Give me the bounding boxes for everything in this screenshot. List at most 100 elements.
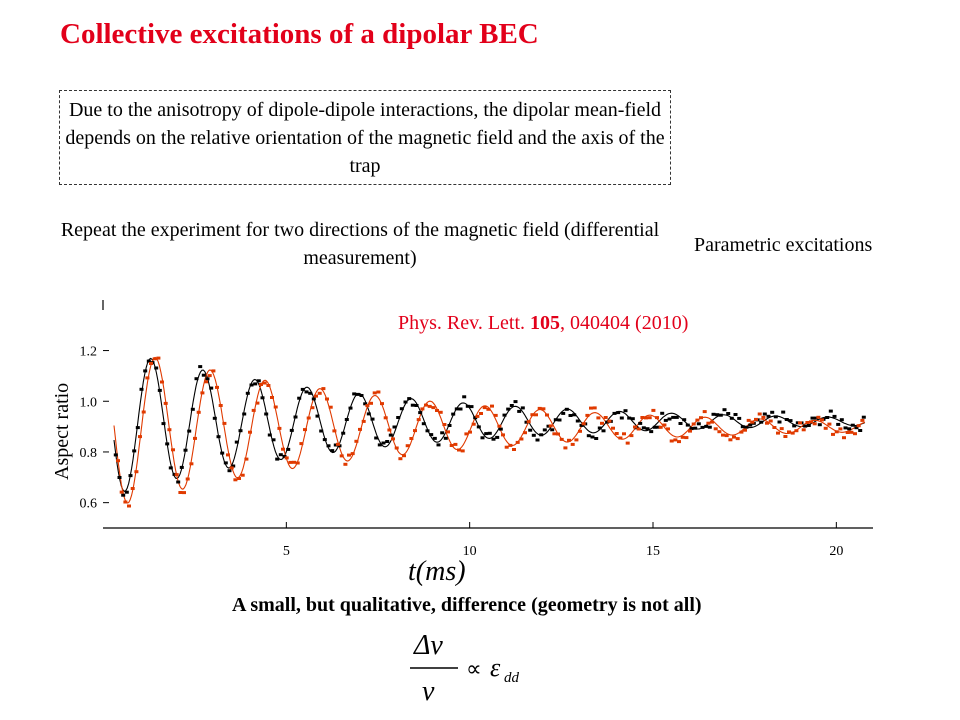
data-point-black: [172, 472, 177, 476]
data-point-black: [333, 443, 338, 447]
data-point-red: [453, 442, 458, 446]
data-point-red: [332, 429, 337, 433]
anisotropy-note-box: Due to the anisotropy of dipole-dipole i…: [59, 90, 671, 185]
data-point-black: [836, 422, 841, 426]
data-point-black: [542, 428, 547, 432]
data-point-red: [600, 421, 604, 425]
data-point-red: [754, 417, 758, 421]
aspect-ratio-chart: 5 10 15 20 0.6 0.8 1.0 1.2 Aspect ratio: [51, 300, 873, 559]
data-point-red: [486, 407, 491, 411]
data-point-black: [410, 403, 415, 407]
data-point-black: [707, 425, 712, 429]
data-point-red: [292, 460, 296, 464]
data-point-red: [559, 437, 564, 441]
data-point-black: [370, 417, 375, 421]
data-point-black: [319, 429, 324, 433]
data-point-black: [700, 425, 705, 429]
data-point-red: [728, 438, 733, 442]
data-point-red: [838, 427, 843, 431]
data-point-red: [556, 432, 560, 436]
x-tick-label: 20: [829, 544, 843, 559]
data-point-red: [405, 444, 410, 448]
data-point-red: [662, 423, 667, 427]
data-point-red: [119, 490, 124, 494]
data-point-red: [270, 396, 274, 399]
data-point-red: [295, 461, 300, 465]
data-point-red: [167, 428, 172, 432]
data-point-black: [234, 440, 239, 444]
data-point-red: [255, 401, 260, 405]
data-point-black: [861, 415, 866, 419]
data-point-black: [579, 423, 584, 427]
data-point-black: [205, 377, 210, 381]
data-point-red: [361, 419, 366, 423]
data-point-black: [502, 413, 507, 417]
data-point-red: [735, 437, 740, 441]
data-point-red: [801, 428, 806, 432]
data-point-black: [275, 457, 280, 461]
data-point-black: [854, 426, 859, 430]
data-point-red: [387, 428, 392, 432]
data-point-black: [568, 414, 573, 417]
proportional-symbol: ∝: [466, 656, 482, 681]
data-point-red: [328, 405, 333, 409]
data-point-black: [432, 436, 437, 440]
fit-curve-red: [113, 356, 866, 504]
data-point-red: [831, 432, 835, 436]
data-point-black: [212, 416, 217, 420]
data-point-black: [495, 435, 500, 439]
data-point-black: [663, 418, 668, 422]
ref-volume: 105: [530, 312, 561, 334]
data-point-red: [460, 449, 465, 453]
data-point-red: [299, 442, 304, 446]
data-point-red: [446, 430, 450, 434]
data-point-black: [748, 423, 753, 427]
data-point-black: [539, 433, 544, 437]
data-point-black: [806, 424, 811, 427]
data-point-black: [509, 404, 514, 407]
data-point-black: [447, 424, 452, 427]
data-point-black: [231, 464, 236, 468]
data-point-black: [531, 433, 536, 437]
data-point-red: [134, 470, 139, 474]
data-point-black: [289, 428, 294, 432]
data-point-black: [458, 407, 463, 411]
data-point-black: [517, 409, 522, 413]
data-point-red: [680, 435, 685, 439]
data-point-red: [321, 387, 326, 391]
data-point-red: [512, 448, 516, 451]
data-point-red: [130, 487, 135, 490]
data-point-black: [803, 424, 808, 428]
data-point-black: [641, 426, 646, 430]
data-point-black: [253, 382, 258, 386]
data-point-red: [160, 380, 164, 384]
data-point-red: [372, 391, 377, 395]
data-point-red: [776, 431, 780, 435]
y-axis-label: Aspect ratio: [51, 383, 73, 480]
data-point-red: [596, 416, 601, 420]
data-point-red: [552, 432, 557, 436]
data-point-black: [245, 391, 250, 395]
data-point-red: [724, 434, 729, 438]
data-point-black: [168, 466, 173, 470]
data-point-red: [262, 381, 267, 385]
data-point-red: [149, 362, 153, 365]
data-point-black: [553, 418, 558, 422]
data-point-black: [297, 396, 302, 400]
data-point-black: [817, 423, 822, 427]
data-point-black: [451, 412, 456, 416]
data-point-black: [623, 409, 628, 413]
data-point-black: [407, 397, 412, 401]
data-point-black: [601, 429, 606, 433]
data-point-red: [655, 416, 659, 420]
data-point-black: [304, 390, 309, 394]
data-point-red: [380, 402, 384, 406]
data-point-red: [413, 429, 417, 433]
data-point-red: [856, 424, 861, 428]
data-point-red: [625, 441, 630, 445]
data-point-black: [425, 429, 430, 433]
data-point-black: [286, 447, 291, 451]
data-point-red: [526, 420, 531, 424]
data-point-red: [710, 420, 714, 424]
data-point-black: [388, 433, 393, 437]
